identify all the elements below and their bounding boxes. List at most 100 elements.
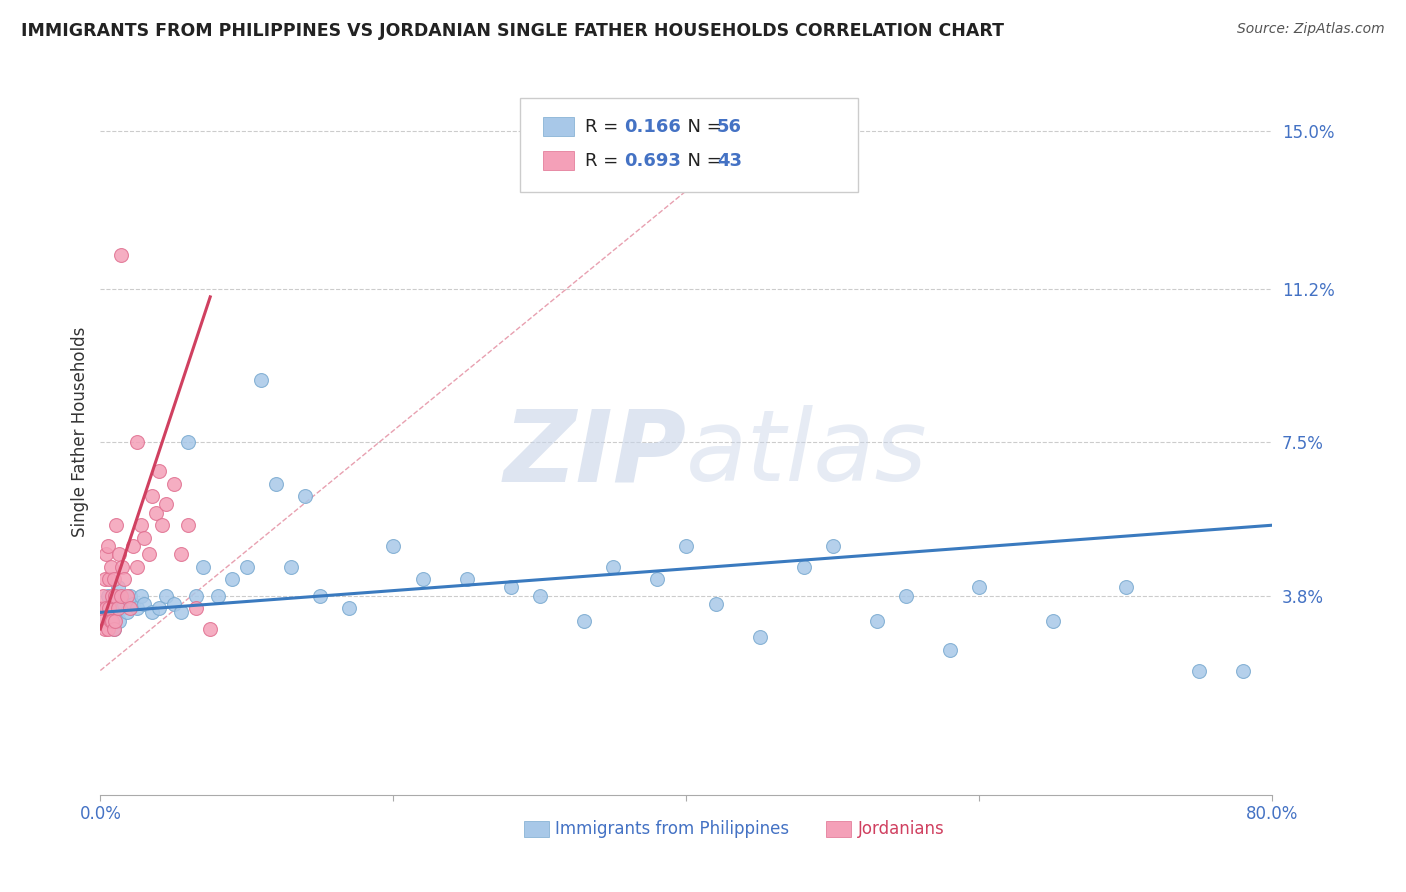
Text: R =: R =	[585, 118, 624, 136]
Y-axis label: Single Father Households: Single Father Households	[72, 326, 89, 537]
Point	[969, 581, 991, 595]
Point	[111, 559, 134, 574]
Point	[184, 601, 207, 615]
Point	[125, 601, 148, 615]
Point	[104, 614, 127, 628]
Point	[704, 597, 727, 611]
Text: 0.693: 0.693	[624, 152, 681, 169]
Point	[1042, 614, 1064, 628]
Point	[412, 572, 434, 586]
Point	[134, 597, 156, 611]
Point	[177, 435, 200, 450]
Point	[191, 559, 214, 574]
Point	[264, 476, 287, 491]
Point	[155, 498, 177, 512]
Point	[104, 589, 127, 603]
Point	[177, 518, 200, 533]
Point	[97, 539, 120, 553]
Point	[91, 614, 114, 628]
Point	[108, 547, 131, 561]
Point	[103, 622, 125, 636]
Point	[107, 601, 129, 615]
Point	[162, 597, 184, 611]
Point	[121, 539, 143, 553]
Point	[131, 518, 153, 533]
Point	[184, 589, 207, 603]
Point	[101, 614, 124, 628]
Point	[111, 601, 134, 615]
Point	[96, 601, 118, 615]
Point	[1115, 581, 1137, 595]
Text: Immigrants from Philippines: Immigrants from Philippines	[554, 820, 789, 838]
Point	[112, 572, 135, 586]
Point	[97, 622, 120, 636]
Point	[645, 572, 668, 586]
Text: N =: N =	[676, 118, 728, 136]
Point	[105, 518, 128, 533]
Point	[110, 248, 132, 262]
Point	[200, 622, 222, 636]
Point	[675, 539, 697, 553]
Point	[118, 589, 141, 603]
Point	[107, 581, 129, 595]
Point	[115, 589, 138, 603]
Point	[145, 506, 167, 520]
Point	[91, 589, 114, 603]
Point	[103, 622, 125, 636]
Point	[207, 589, 229, 603]
Point	[101, 589, 124, 603]
Text: atlas: atlas	[686, 405, 928, 502]
Text: IMMIGRANTS FROM PHILIPPINES VS JORDANIAN SINGLE FATHER HOUSEHOLDS CORRELATION CH: IMMIGRANTS FROM PHILIPPINES VS JORDANIAN…	[21, 22, 1004, 40]
Point	[103, 572, 125, 586]
Text: Jordanians: Jordanians	[858, 820, 945, 838]
Text: 56: 56	[717, 118, 742, 136]
Point	[125, 559, 148, 574]
Point	[155, 589, 177, 603]
Point	[121, 597, 143, 611]
Point	[93, 572, 115, 586]
Point	[894, 589, 917, 603]
Point	[125, 435, 148, 450]
Point	[529, 589, 551, 603]
Point	[572, 614, 595, 628]
Point	[148, 601, 170, 615]
Point	[138, 547, 160, 561]
Point	[170, 606, 193, 620]
Point	[100, 559, 122, 574]
Point	[821, 539, 844, 553]
Point	[96, 547, 118, 561]
Point	[93, 622, 115, 636]
Point	[939, 642, 962, 657]
Point	[90, 601, 112, 615]
Point	[866, 614, 889, 628]
Point	[221, 572, 243, 586]
Point	[112, 597, 135, 611]
Point	[748, 630, 770, 644]
Point	[162, 476, 184, 491]
Point	[98, 614, 121, 628]
Point	[134, 531, 156, 545]
Point	[250, 373, 273, 387]
Point	[105, 589, 128, 603]
Point	[110, 589, 132, 603]
Point	[456, 572, 478, 586]
Text: 0.166: 0.166	[624, 118, 681, 136]
Point	[118, 601, 141, 615]
Point	[294, 489, 316, 503]
Point	[141, 606, 163, 620]
Text: N =: N =	[676, 152, 728, 169]
Point	[499, 581, 522, 595]
Point	[100, 597, 122, 611]
Point	[104, 609, 127, 624]
Point	[602, 559, 624, 574]
Point	[1232, 664, 1254, 678]
Point	[97, 589, 120, 603]
Text: 43: 43	[717, 152, 742, 169]
Point	[101, 606, 124, 620]
Point	[93, 601, 115, 615]
Text: R =: R =	[585, 152, 624, 169]
Text: Source: ZipAtlas.com: Source: ZipAtlas.com	[1237, 22, 1385, 37]
Point	[792, 559, 814, 574]
Point	[115, 606, 138, 620]
Point	[98, 572, 121, 586]
